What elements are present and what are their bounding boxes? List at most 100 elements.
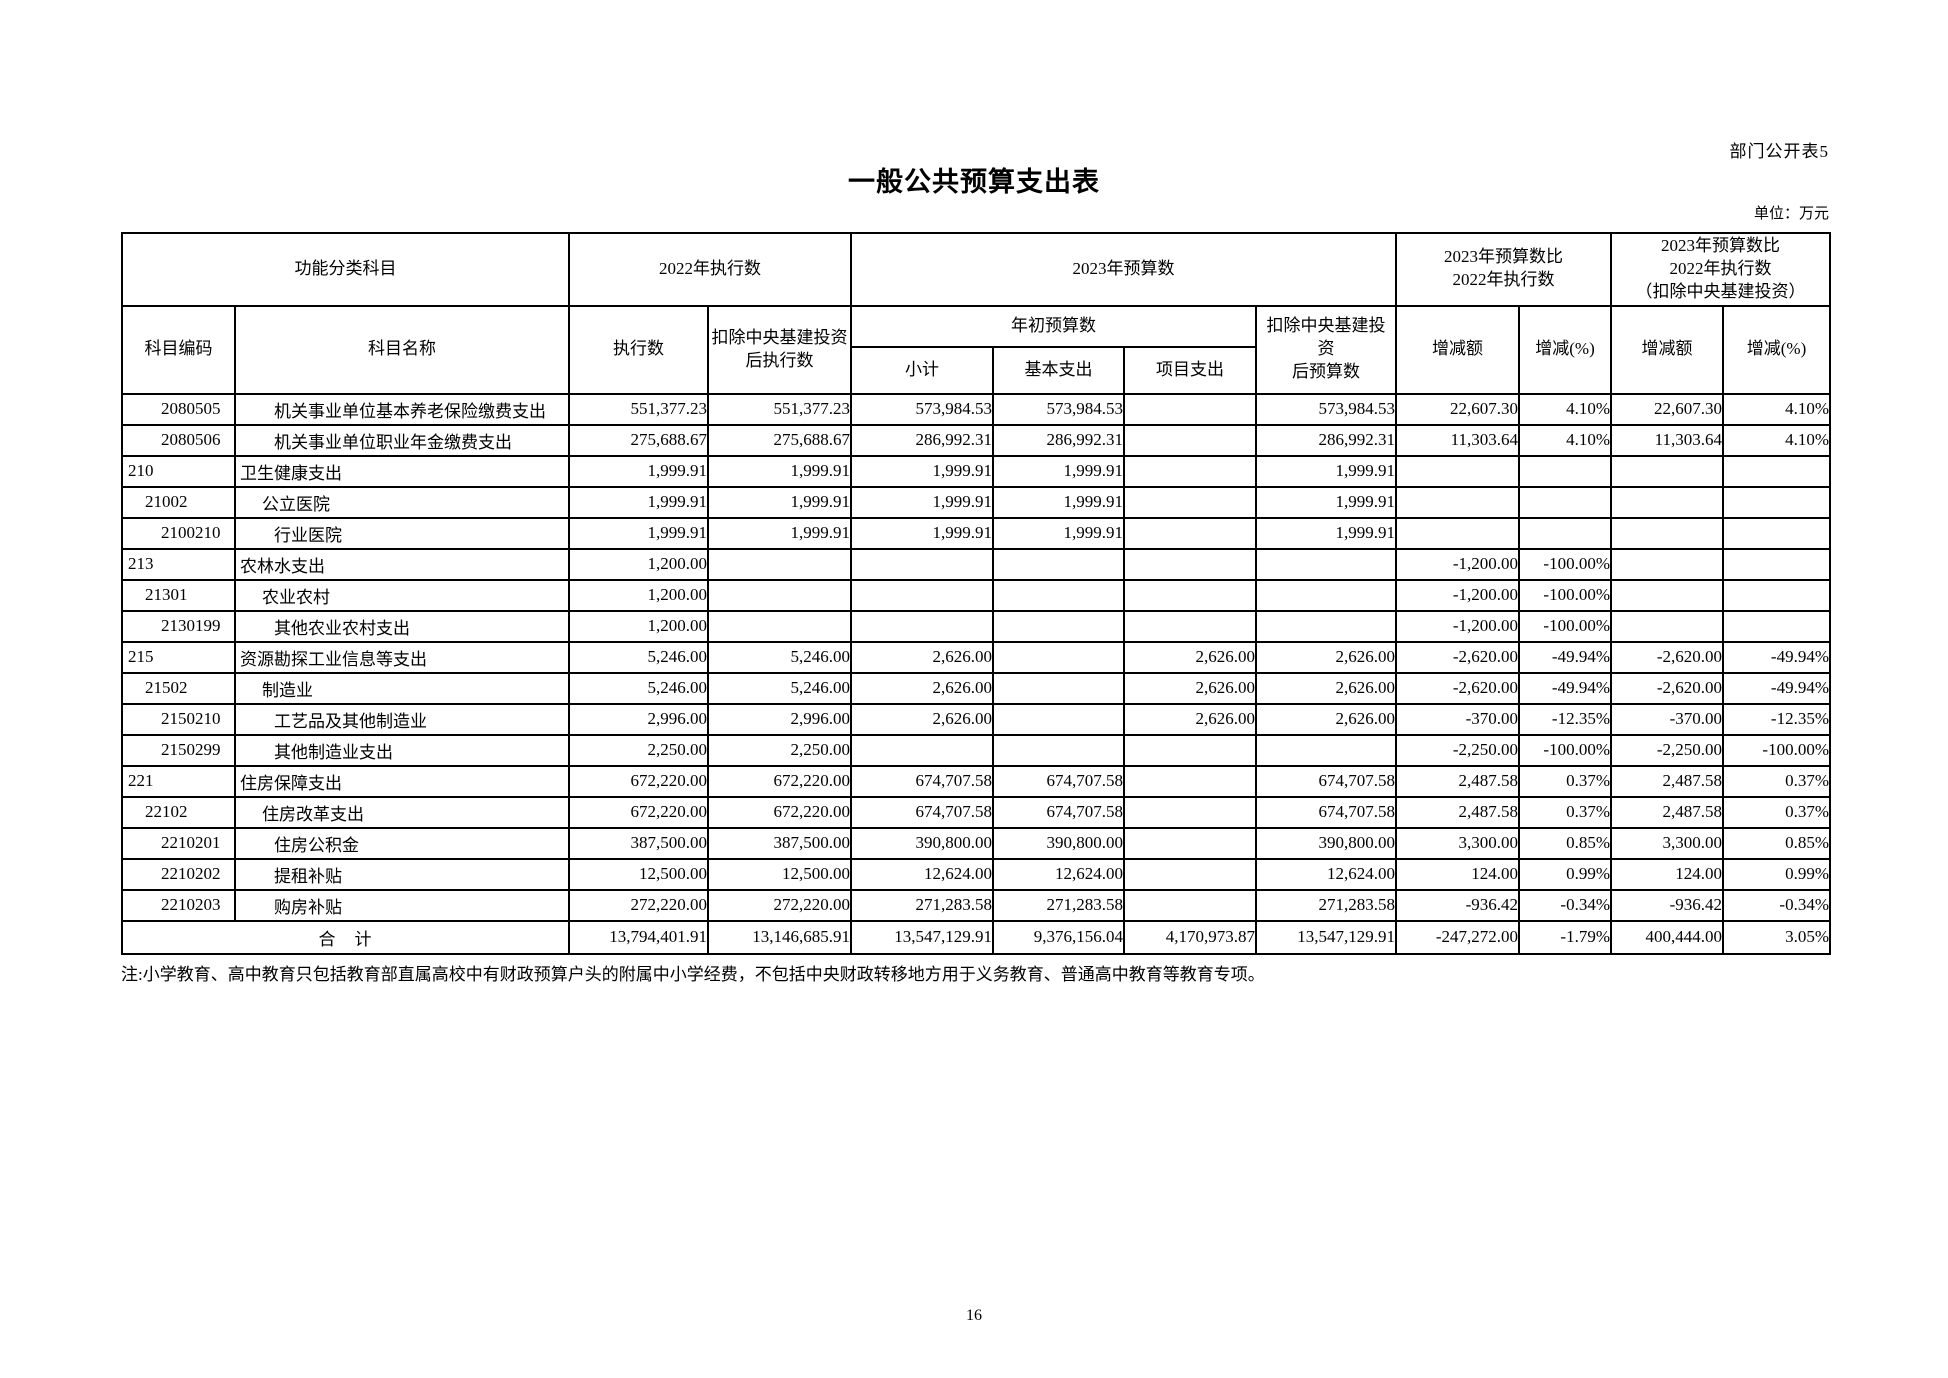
value-cell: 674,707.58 xyxy=(992,764,1125,798)
name-cell: 工艺品及其他制造业 xyxy=(234,702,570,736)
value-cell: 5,246.00 xyxy=(568,671,709,705)
header-group-row: 功能分类科目 2022年执行数 2023年预算数 2023年预算数比 2022年… xyxy=(121,232,1831,307)
value-cell: 2,250.00 xyxy=(568,733,709,767)
name-cell: 住房公积金 xyxy=(234,826,570,860)
value-cell xyxy=(1123,485,1257,519)
unit-note: 单位：万元 xyxy=(1753,206,1829,222)
value-cell: -2,250.00 xyxy=(1610,733,1724,767)
value-cell: 13,794,401.91 xyxy=(568,919,709,955)
value-cell: 551,377.23 xyxy=(568,392,709,426)
value-cell: 400,444.00 xyxy=(1610,919,1724,955)
value-cell xyxy=(1610,454,1724,488)
value-cell xyxy=(1123,857,1257,891)
value-cell: 286,992.31 xyxy=(1255,423,1397,457)
value-cell: -49.94% xyxy=(1518,671,1612,705)
value-cell: 2,626.00 xyxy=(1123,671,1257,705)
code-cell: 22102 xyxy=(121,795,236,829)
code-cell: 2150210 xyxy=(121,702,236,736)
name-cell: 住房保障支出 xyxy=(234,764,570,798)
value-cell: -12.35% xyxy=(1518,702,1612,736)
header-group-budget-2023: 2023年预算数 xyxy=(850,232,1397,307)
value-cell: 0.99% xyxy=(1518,857,1612,891)
value-cell: 1,999.91 xyxy=(707,485,852,519)
code-cell: 221 xyxy=(121,764,236,798)
value-cell xyxy=(1395,485,1520,519)
value-cell: 124.00 xyxy=(1610,857,1724,891)
value-cell xyxy=(850,578,994,612)
code-cell: 21301 xyxy=(121,578,236,612)
value-cell: 2,487.58 xyxy=(1395,795,1520,829)
value-cell xyxy=(1123,733,1257,767)
value-cell: 387,500.00 xyxy=(707,826,852,860)
total-row: 合 计 13,794,401.91 13,146,685.91 13,547,129.… xyxy=(121,919,1831,955)
value-cell: -2,250.00 xyxy=(1395,733,1520,767)
value-cell: -1,200.00 xyxy=(1395,578,1520,612)
page-number: 16 xyxy=(966,1307,982,1324)
value-cell xyxy=(1123,392,1257,426)
value-cell xyxy=(1123,795,1257,829)
header-col-subtotal: 小计 xyxy=(850,345,994,395)
name-cell: 其他农业农村支出 xyxy=(234,609,570,643)
value-cell: 12,500.00 xyxy=(707,857,852,891)
value-cell: 1,999.91 xyxy=(850,485,994,519)
value-cell: 674,707.58 xyxy=(850,764,994,798)
header-group-initial-budget: 年初预算数 xyxy=(850,304,1257,348)
value-cell: 2,626.00 xyxy=(1255,671,1397,705)
value-cell: 12,624.00 xyxy=(1255,857,1397,891)
value-cell: 1,999.91 xyxy=(1255,485,1397,519)
value-cell xyxy=(1395,516,1520,550)
value-cell: 4.10% xyxy=(1518,423,1612,457)
value-cell xyxy=(850,609,994,643)
value-cell xyxy=(992,578,1125,612)
value-cell: 1,200.00 xyxy=(568,578,709,612)
name-cell: 资源勘探工业信息等支出 xyxy=(234,640,570,674)
value-cell: 387,500.00 xyxy=(568,826,709,860)
name-cell: 其他制造业支出 xyxy=(234,733,570,767)
budget-expenditure-table: 功能分类科目 2022年执行数 2023年预算数 2023年预算数比 2022年… xyxy=(121,232,1831,955)
value-cell xyxy=(1610,609,1724,643)
header-col-exec: 执行数 xyxy=(568,304,709,395)
value-cell: 0.99% xyxy=(1722,857,1831,891)
value-cell: 2,996.00 xyxy=(568,702,709,736)
page-title: 一般公共预算支出表 xyxy=(848,167,1100,197)
table-row: 21002 公立医院 1,999.91 1,999.91 1,999.91 1,999.9… xyxy=(121,485,1831,519)
code-cell: 2130199 xyxy=(121,609,236,643)
value-cell: 0.37% xyxy=(1722,764,1831,798)
value-cell xyxy=(1123,764,1257,798)
value-cell: 551,377.23 xyxy=(707,392,852,426)
value-cell: 1,999.91 xyxy=(707,516,852,550)
value-cell: 2,626.00 xyxy=(1123,702,1257,736)
value-cell: 674,707.58 xyxy=(1255,764,1397,798)
value-cell xyxy=(1255,547,1397,581)
value-cell: 3,300.00 xyxy=(1395,826,1520,860)
value-cell: 672,220.00 xyxy=(568,795,709,829)
doc-label: 部门公开表5 xyxy=(1729,142,1829,161)
header-group-diff-net: 2023年预算数比 2022年执行数 （扣除中央基建投资） xyxy=(1610,232,1831,307)
value-cell: 13,547,129.91 xyxy=(850,919,994,955)
code-cell: 2210203 xyxy=(121,888,236,922)
code-cell: 2150299 xyxy=(121,733,236,767)
table-row: 2080505 机关事业单位基本养老保险缴费支出 551,377.23 551,377… xyxy=(121,392,1831,426)
value-cell xyxy=(1123,423,1257,457)
value-cell: -247,272.00 xyxy=(1395,919,1520,955)
header-col-diff-amount: 增减额 xyxy=(1395,304,1520,395)
value-cell: -49.94% xyxy=(1518,640,1612,674)
value-cell: 286,992.31 xyxy=(992,423,1125,457)
value-cell xyxy=(1255,733,1397,767)
value-cell: 4,170,973.87 xyxy=(1123,919,1257,955)
value-cell: 1,999.91 xyxy=(707,454,852,488)
value-cell: -2,620.00 xyxy=(1610,640,1724,674)
value-cell: 2,626.00 xyxy=(1255,702,1397,736)
value-cell: 1,999.91 xyxy=(850,454,994,488)
value-cell: 672,220.00 xyxy=(707,795,852,829)
value-cell: 2,626.00 xyxy=(850,640,994,674)
value-cell: 271,283.58 xyxy=(992,888,1125,922)
value-cell: 2,996.00 xyxy=(707,702,852,736)
value-cell xyxy=(1255,609,1397,643)
value-cell: -0.34% xyxy=(1722,888,1831,922)
value-cell: 674,707.58 xyxy=(992,795,1125,829)
value-cell: 1,999.91 xyxy=(568,485,709,519)
value-cell xyxy=(850,733,994,767)
value-cell xyxy=(1518,454,1612,488)
